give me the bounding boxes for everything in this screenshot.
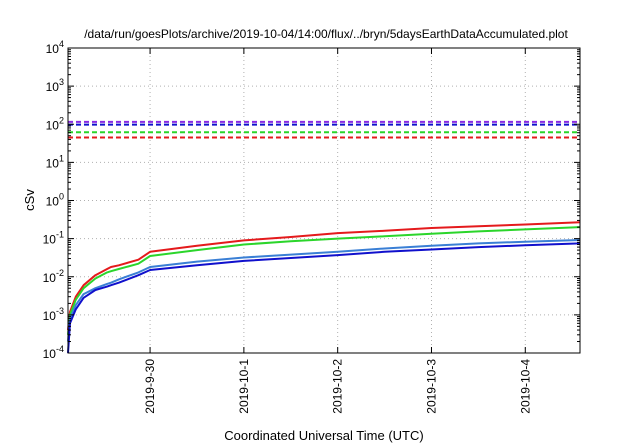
x-tick-label: 2019-10-4: [518, 359, 532, 414]
y-tick-exponent: 1: [59, 153, 64, 163]
y-tick-base: 10: [46, 195, 60, 209]
x-tick-label: 2019-9-30: [143, 359, 157, 414]
y-tick-exponent: 0: [59, 192, 64, 202]
y-tick-label: 101: [46, 153, 64, 170]
y-tick-base: 10: [46, 42, 60, 56]
x-tick-label: 2019-10-1: [237, 359, 251, 414]
y-tick-base: 10: [46, 80, 60, 94]
series-line: [67, 221, 581, 331]
y-tick-label: 104: [46, 39, 64, 56]
x-axis-label: Coordinated Universal Time (UTC): [224, 428, 423, 443]
chart-title: /data/run/goesPlots/archive/2019-10-04/1…: [84, 27, 568, 41]
y-tick-label: 10-4: [43, 344, 64, 361]
x-tick-label: 2019-10-2: [331, 359, 345, 414]
y-tick-label: 10-1: [43, 230, 64, 247]
y-tick-base: 10: [46, 156, 60, 170]
ticks: 10-410-310-210-11001011021031042019-9-30…: [43, 39, 580, 414]
y-tick-label: 10-3: [43, 306, 64, 323]
y-tick-label: 103: [46, 77, 64, 94]
y-tick-exponent: -4: [56, 344, 64, 354]
y-tick-exponent: 3: [59, 77, 64, 87]
series-line: [67, 226, 581, 335]
series-group: [67, 120, 581, 354]
y-axis-label: cSv: [22, 189, 37, 211]
y-tick-exponent: -3: [56, 306, 64, 316]
y-tick-base: 10: [46, 118, 60, 132]
y-tick-label: 10-2: [43, 268, 64, 285]
y-tick-label: 100: [46, 192, 64, 209]
y-tick-base: 10: [43, 309, 57, 323]
y-tick-base: 10: [43, 233, 57, 247]
x-tick-label: 2019-10-3: [424, 359, 438, 414]
y-tick-exponent: -1: [56, 230, 64, 240]
y-tick-base: 10: [43, 271, 57, 285]
y-tick-exponent: -2: [56, 268, 64, 278]
y-tick-base: 10: [43, 347, 57, 361]
y-tick-label: 102: [46, 115, 64, 132]
series-line: [67, 239, 581, 342]
y-tick-exponent: 2: [59, 115, 64, 125]
series-line: [67, 242, 581, 354]
y-tick-exponent: 4: [59, 39, 64, 49]
grid: [68, 48, 580, 353]
